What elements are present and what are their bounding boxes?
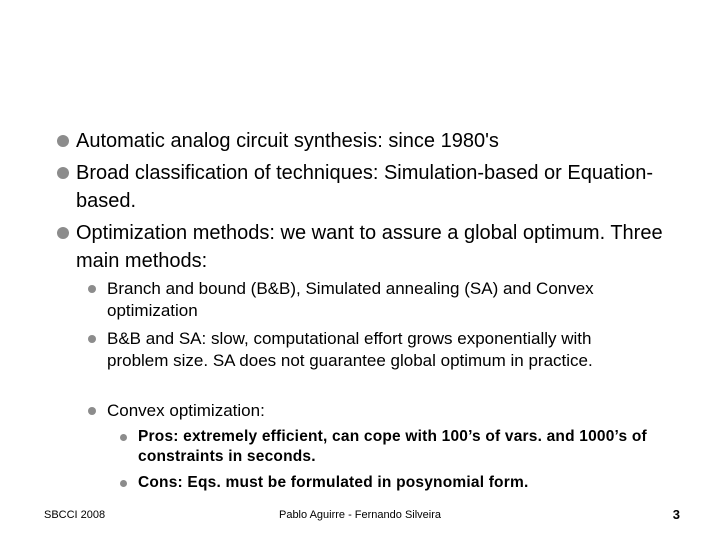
sub-bullet: B&B and SA: slow, computational effort g… <box>88 328 652 372</box>
bullet-text: Pros: extremely efficient, can cope with… <box>138 428 647 465</box>
bullet-text: Broad classification of techniques: Simu… <box>76 162 653 212</box>
sub-bullet: Convex optimization: <box>88 400 652 422</box>
bullet-text: Automatic analog circuit synthesis: sinc… <box>76 130 499 152</box>
sub-sub-bullet: Pros: extremely efficient, can cope with… <box>120 427 668 467</box>
bullet-text: Cons: Eqs. must be formulated in posynom… <box>138 474 529 491</box>
page-number: 3 <box>672 507 680 522</box>
bullet-text: B&B and SA: slow, computational effort g… <box>107 329 593 370</box>
bullet-text: Branch and bound (B&B), Simulated anneal… <box>107 279 594 320</box>
sub-bullet: Branch and bound (B&B), Simulated anneal… <box>88 278 652 322</box>
bullet: Automatic analog circuit synthesis: sinc… <box>57 127 668 155</box>
footer-left: SBCCI 2008 <box>44 509 106 521</box>
footer-center: Pablo Aguirre - Fernando Silveira <box>278 509 442 521</box>
bullet: Optimization methods: we want to assure … <box>57 219 668 275</box>
bullet-text: Convex optimization: <box>107 401 265 420</box>
bullet: Broad classification of techniques: Simu… <box>57 159 668 215</box>
sub-sub-bullet: Cons: Eqs. must be formulated in posynom… <box>120 473 668 493</box>
bullet-text: Optimization methods: we want to assure … <box>76 222 663 272</box>
